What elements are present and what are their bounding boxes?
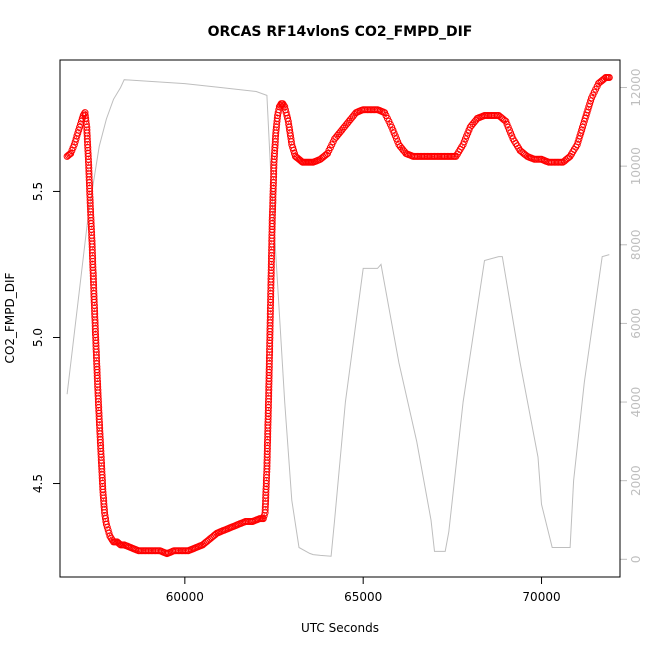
y-tick-label-1: 5.0 [31, 328, 45, 347]
y-tick-label-2: 5.5 [31, 182, 45, 201]
y2-tick-label-0: 0 [629, 555, 643, 563]
y-axis-label: CO2_FMPD_DIF [3, 272, 17, 363]
y2-tick-label-1: 2000 [629, 465, 643, 496]
y2-tick-label-4: 8000 [629, 230, 643, 261]
y-tick-label-0: 4.5 [31, 474, 45, 493]
co2-data-point-589 [502, 117, 510, 125]
co2-data-point-669 [605, 74, 613, 81]
co2-data-point-170 [114, 539, 122, 547]
x-tick-label-1: 65000 [344, 590, 382, 604]
co2-data-point-164 [107, 534, 115, 542]
co2-data-point-17 [80, 110, 88, 118]
y2-tick-label-2: 4000 [629, 387, 643, 418]
altitude-series-line [66, 79, 610, 557]
x-axis-label: UTC Seconds [301, 621, 379, 635]
co2-data-point-436 [291, 150, 298, 157]
y2-tick-label-3: 6000 [629, 308, 643, 339]
plot-frame [59, 59, 621, 578]
y2-tick-label-6: 12000 [629, 68, 643, 106]
x-tick-label-2: 70000 [522, 590, 560, 604]
co2-data-point-419 [280, 101, 288, 109]
chart-title: ORCAS RF14vlonS CO2_FMPD_DIF [208, 24, 473, 40]
x-tick-label-0: 60000 [166, 590, 204, 604]
co2-data-point-413 [275, 106, 283, 114]
y2-tick-label-5: 10000 [629, 147, 643, 185]
co2-data-point-655 [587, 97, 595, 105]
